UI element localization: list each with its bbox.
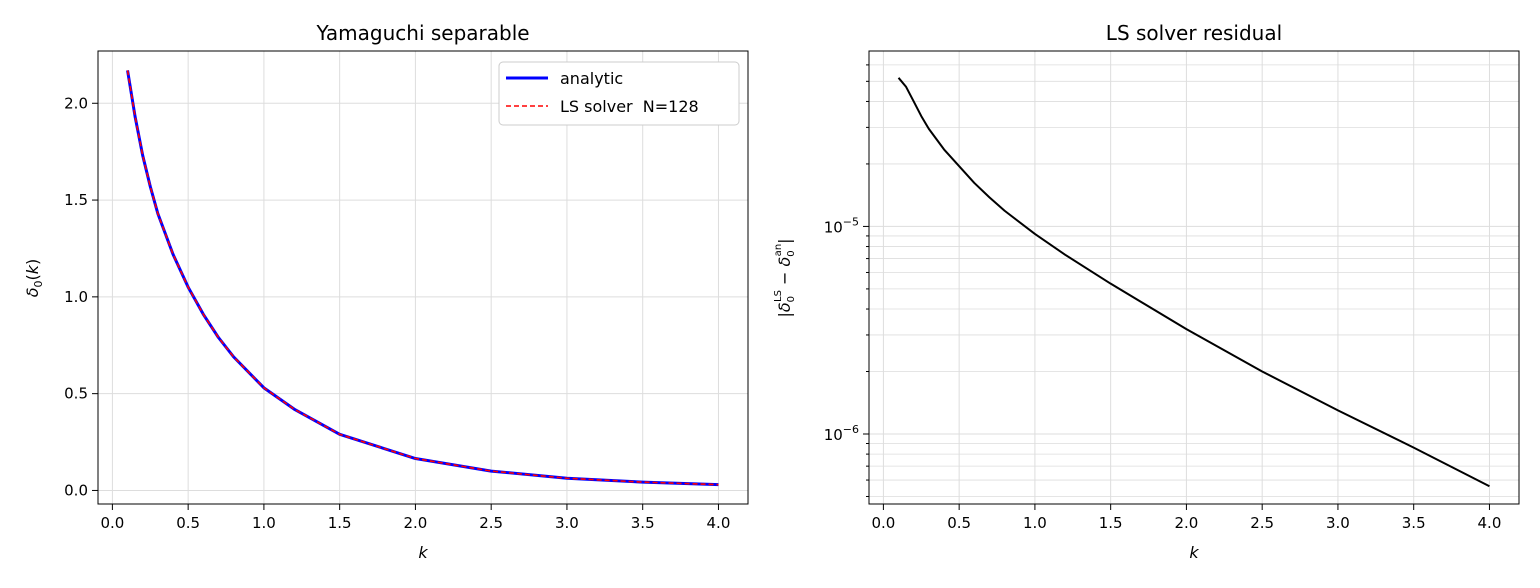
left-plot-frame xyxy=(97,50,749,505)
right-x-tick-label: 3.0 xyxy=(1326,514,1350,532)
left-series-lines xyxy=(126,70,719,487)
right-x-tick-label: 1.0 xyxy=(1023,514,1047,532)
legend-label-analytic: analytic xyxy=(560,69,623,88)
left-x-tick-label: 2.5 xyxy=(479,514,503,532)
right-chart-title: LS solver residual xyxy=(1106,21,1282,45)
series-line-residual xyxy=(897,77,1490,488)
right-x-tick-label: 4.0 xyxy=(1478,514,1502,532)
right-x-tick-label: 2.5 xyxy=(1250,514,1274,532)
right-x-axis-label: k xyxy=(1189,543,1199,562)
legend-box xyxy=(498,61,740,126)
left-x-ticks: 0.0 0.5 1.0 1.5 2.0 2.5 3.0 3.5 4.0 xyxy=(100,504,730,532)
right-x-tick-label: 0.0 xyxy=(871,514,895,532)
left-x-tick-label: 4.0 xyxy=(707,514,731,532)
series-line-ls-solver xyxy=(126,70,719,486)
right-gridlines xyxy=(869,51,1519,504)
right-x-tick-label: 3.5 xyxy=(1402,514,1426,532)
left-y-tick-label: 0.5 xyxy=(64,385,88,403)
right-y-tick-label: 10−5 xyxy=(824,215,859,236)
right-series-lines xyxy=(897,77,1490,488)
left-y-ticks: 0.0 0.5 1.0 1.5 2.0 xyxy=(64,94,98,499)
right-x-ticks: 0.0 0.5 1.0 1.5 2.0 2.5 3.0 3.5 4.0 xyxy=(871,504,1501,532)
chart-right: 0.0 0.5 1.0 1.5 2.0 2.5 3.0 3.5 4.0 10−5 10−6 LS … xyxy=(773,21,1520,562)
left-x-tick-label: 0.5 xyxy=(176,514,200,532)
left-y-tick-label: 1.0 xyxy=(64,288,88,306)
left-x-axis-label: k xyxy=(418,543,428,562)
left-y-tick-label: 2.0 xyxy=(64,94,88,112)
left-y-tick-label: 1.5 xyxy=(64,191,88,209)
right-y-ticks: 10−5 10−6 xyxy=(824,64,869,497)
left-x-tick-label: 1.0 xyxy=(252,514,276,532)
right-x-tick-label: 0.5 xyxy=(947,514,971,532)
left-chart-title: Yamaguchi separable xyxy=(315,21,529,45)
left-y-tick-label: 0.0 xyxy=(64,481,88,499)
right-x-tick-label: 2.0 xyxy=(1174,514,1198,532)
left-x-tick-label: 2.0 xyxy=(403,514,427,532)
right-y-axis-label: |δ0LS − δ0an| xyxy=(773,238,797,317)
left-x-tick-label: 3.0 xyxy=(555,514,579,532)
left-x-tick-label: 1.5 xyxy=(328,514,352,532)
left-x-tick-label: 3.5 xyxy=(631,514,655,532)
left-legend: analytic LS solver N=128 xyxy=(498,61,740,126)
left-x-tick-label: 0.0 xyxy=(100,514,124,532)
right-y-tick-label: 10−6 xyxy=(824,423,859,444)
right-x-tick-label: 1.5 xyxy=(1099,514,1123,532)
left-y-axis-label: δ0(k) xyxy=(23,259,45,298)
legend-label-ls-solver: LS solver N=128 xyxy=(560,97,699,116)
right-plot-frame xyxy=(868,50,1520,505)
